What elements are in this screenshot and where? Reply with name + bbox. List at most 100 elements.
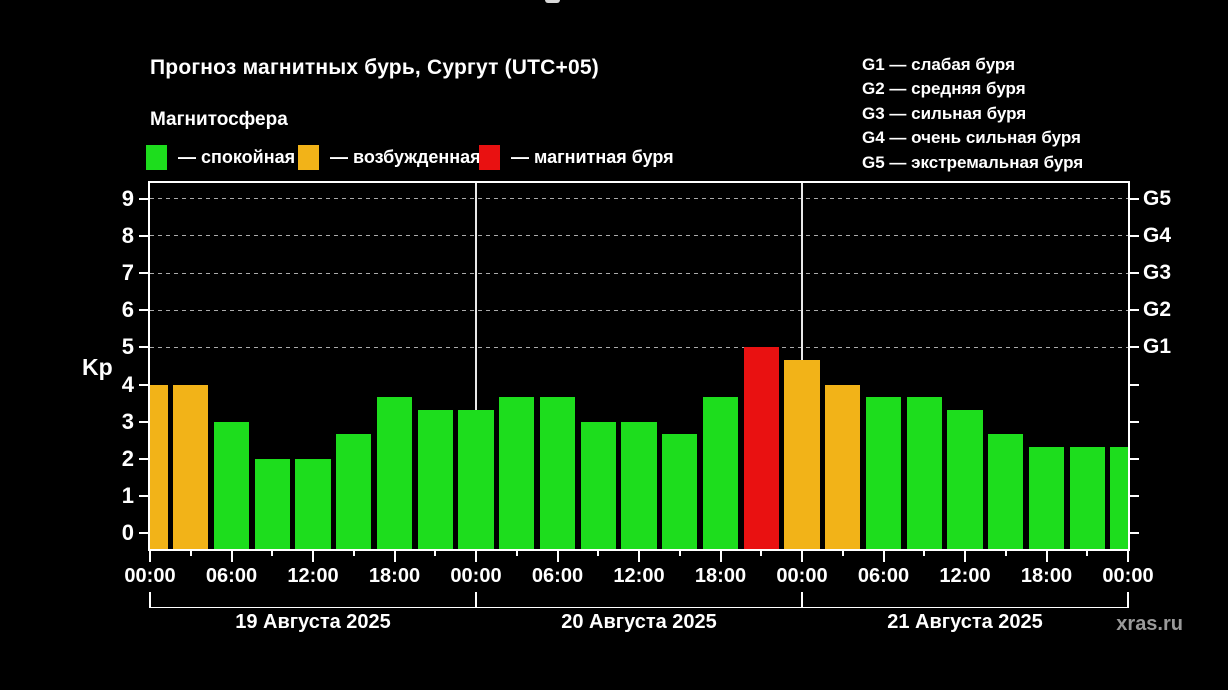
y-axis-tick-label: 2 <box>121 445 134 471</box>
kp-bar <box>947 409 983 549</box>
y-axis-tick-label: 9 <box>121 185 134 211</box>
legend-item-excited: — возбужденная <box>298 143 481 171</box>
x-axis-tick <box>1086 551 1089 556</box>
gridline-kp7 <box>150 272 1128 274</box>
y-axis-tick <box>139 383 148 386</box>
right-axis-tick <box>1130 346 1139 349</box>
x-axis-tick <box>352 551 355 556</box>
magnetosphere-label: Магнитосфера <box>150 109 288 130</box>
g-scale-tick-label-g1: G1 <box>1143 335 1172 359</box>
y-axis-label: Kp <box>82 354 113 380</box>
kp-bar <box>254 458 290 549</box>
x-axis-time-label: 06:00 <box>205 565 258 587</box>
kp-bar <box>784 359 820 549</box>
kp-bar <box>1028 446 1065 549</box>
quiet-color-swatch-icon <box>146 144 167 170</box>
legend-item-quiet: — спокойная <box>146 143 295 171</box>
y-axis-tick-label: 7 <box>121 260 134 285</box>
x-axis-tick <box>801 551 803 562</box>
y-axis-tick-label: 0 <box>121 520 134 546</box>
g-scale-item-g4: G4 — очень сильная буря <box>862 128 1081 148</box>
x-axis-tick <box>597 551 600 556</box>
x-axis-time-label: 18:00 <box>1020 565 1073 587</box>
date-label-day2: 20 Августа 2025 <box>561 611 717 633</box>
x-axis-tick <box>312 551 314 562</box>
right-axis-tick <box>1130 420 1139 423</box>
kp-bar <box>213 421 250 549</box>
x-axis-time-label: 00:00 <box>776 565 828 587</box>
x-axis-time-label: 00:00 <box>1102 565 1154 587</box>
kp-bar <box>906 396 942 549</box>
date-bracket-tick <box>801 592 803 608</box>
x-axis-tick <box>882 551 885 562</box>
date-bracket-tick <box>1127 592 1129 608</box>
right-axis-tick <box>1130 309 1139 312</box>
x-axis-tick <box>475 551 477 562</box>
legend-item-storm: — магнитная буря <box>479 143 674 171</box>
x-axis-tick <box>678 551 681 556</box>
top-edge-artifact <box>545 0 560 3</box>
date-bracket-tick <box>475 592 477 608</box>
y-axis-tick-label: 8 <box>121 222 134 248</box>
x-axis-time-label: 12:00 <box>939 565 991 587</box>
kp-bar <box>417 409 453 549</box>
x-axis-time-label: 12:00 <box>613 565 665 587</box>
kp-bar <box>865 396 902 549</box>
gridline-kp8 <box>150 235 1128 237</box>
x-axis-tick <box>760 551 763 556</box>
y-axis-tick <box>139 420 148 423</box>
g-scale-item-g2: G2 — средняя буря <box>862 79 1026 99</box>
x-axis-time-label: 06:00 <box>531 565 584 587</box>
date-axis-bracket <box>149 592 1129 608</box>
y-axis-tick <box>139 309 148 312</box>
kp-bar <box>499 396 535 549</box>
y-axis-tick <box>139 495 148 498</box>
kp-bar <box>988 434 1024 549</box>
g-scale-item-g5: G5 — экстремальная буря <box>862 152 1084 172</box>
kp-bar <box>1110 446 1128 549</box>
magnetosphere-legend: — спокойная — возбужденная — магнитная б… <box>0 143 1228 173</box>
gridline-kp5 <box>150 346 1128 348</box>
y-axis-tick-label: 6 <box>121 297 134 323</box>
right-axis-tick <box>1130 532 1139 535</box>
right-axis-tick <box>1130 495 1139 498</box>
date-bracket-line <box>150 606 1128 608</box>
g-scale-item-g1: G1 — слабая буря <box>862 55 1016 74</box>
x-axis-tick <box>1127 551 1129 562</box>
x-axis-tick <box>1045 551 1048 562</box>
x-axis-tick <box>1004 551 1007 556</box>
storm-color-swatch-icon <box>479 144 500 170</box>
kp-bar <box>580 421 616 549</box>
kp-bar <box>336 434 372 549</box>
x-axis-time-label: 00:00 <box>450 565 502 587</box>
kp-bar <box>825 384 861 549</box>
x-axis-tick <box>638 551 640 562</box>
x-axis-tick <box>149 551 151 562</box>
excited-color-swatch-icon <box>298 144 319 170</box>
day-separator-line <box>475 183 477 549</box>
right-axis-tick <box>1130 197 1139 200</box>
x-axis-tick <box>841 551 844 556</box>
kp-bar <box>458 409 494 549</box>
plot-area <box>148 181 1130 551</box>
right-axis-tick <box>1130 234 1139 237</box>
y-axis-tick <box>139 272 148 274</box>
g-scale-legend: G1 — слабая буря G2 — средняя буря G3 — … <box>862 53 1083 175</box>
g-scale-tick-label-g2: G2 <box>1143 298 1172 322</box>
x-axis-tick <box>515 551 518 556</box>
legend-label: — магнитная буря <box>511 146 674 167</box>
x-axis-time-label: 18:00 <box>694 565 747 587</box>
watermark: xras.ru <box>1116 613 1183 635</box>
right-axis-tick <box>1130 383 1139 386</box>
y-axis-tick <box>139 532 148 535</box>
right-axis-tick <box>1130 272 1139 274</box>
date-label-day3: 21 Августа 2025 <box>887 611 1043 633</box>
y-axis-tick <box>139 457 148 460</box>
gridline-kp6 <box>150 309 1128 311</box>
x-axis-tick <box>719 551 722 562</box>
y-axis-tick-label: 3 <box>121 408 134 434</box>
kp-bar <box>295 458 331 549</box>
kp-bar <box>702 396 739 549</box>
kp-bar <box>743 347 779 549</box>
